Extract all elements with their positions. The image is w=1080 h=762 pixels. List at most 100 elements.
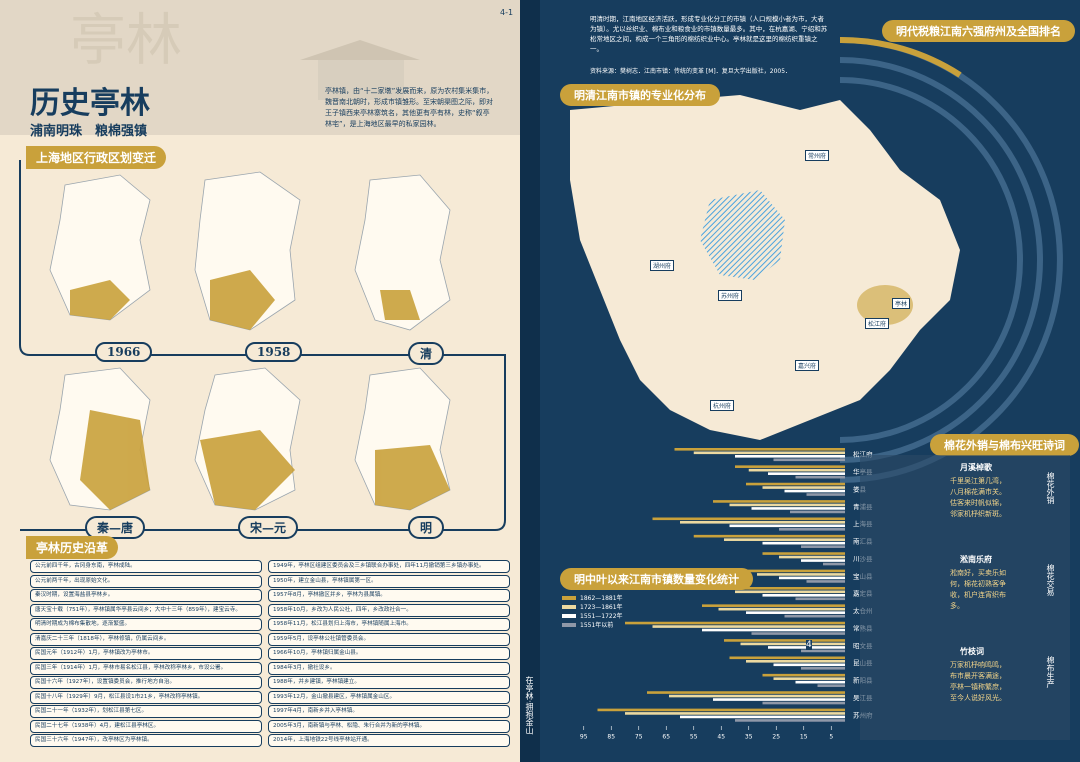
- pavilion-body: [318, 60, 404, 100]
- history-row: 唐天宝十载（751年），亭林镇属华亭县云间乡；大中十三年（859年），建宝云寺。: [30, 603, 262, 617]
- map-1966: [49, 174, 151, 321]
- x-tick-label: 55: [690, 734, 698, 741]
- map-label: 秦—唐: [85, 516, 146, 539]
- intro: 亭林镇，由“十二家墩”发展而来，原为农村集米集市，魏晋南北朝时，形成市镇雏形。至…: [325, 87, 494, 128]
- history-row: 民国三年（1914年）1月，亭林市易名松江县，亭林改称亭林乡，市设公署。: [30, 661, 262, 675]
- bar: [773, 677, 845, 680]
- bar: [718, 607, 845, 611]
- history-row: 1997年4月，南新乡并入亭林镇。: [268, 705, 510, 718]
- history-row: 民国二十一年（1932年），划松江县第七区。: [30, 705, 262, 718]
- x-tick-label: 95: [580, 734, 588, 741]
- bar: [746, 482, 845, 486]
- bar: [740, 642, 845, 646]
- bar: [702, 604, 845, 607]
- poem-section-title: 棉花外销与棉布兴旺诗词: [930, 434, 1079, 456]
- legend-label: 1862—1881年: [580, 595, 623, 602]
- arc: [839, 77, 1023, 443]
- header-photo: [0, 0, 520, 135]
- intro: 明清时期，江南地区经济活跃，形成专业化分工的市镇（人口规模小者为市，大者为镇）。…: [590, 15, 828, 53]
- poem-side: 棉布生产: [1046, 656, 1055, 688]
- bar: [801, 545, 845, 548]
- bar: [729, 524, 845, 528]
- history-row: 民国三十六年（1947年），改亭林区为亭林镇。: [30, 734, 262, 747]
- gutter: [520, 0, 540, 762]
- bar: [597, 708, 845, 712]
- bar: [757, 573, 845, 576]
- place-label: 亭林: [892, 298, 911, 309]
- area: [70, 280, 130, 320]
- map-qing: [354, 174, 451, 331]
- tinglin-highlight: [857, 285, 913, 325]
- place-label: 杭州府: [710, 400, 735, 411]
- pavilion: [300, 40, 420, 60]
- bar: [680, 521, 845, 524]
- bar: [768, 472, 845, 475]
- bar: [729, 656, 845, 660]
- bar: [693, 451, 845, 455]
- flow-line: [19, 160, 506, 531]
- bar: [718, 587, 845, 590]
- history-row: 公元前四千年，古冈身东南，亭林成陆。: [30, 560, 262, 573]
- history-row: 1966年10月，亭林镇归属金山县。: [268, 647, 510, 660]
- history-row: 民国十六年（1927年），设置镇委员会，推行地方自治。: [30, 676, 262, 689]
- history-row: 2005年3月，南新镇与亭林、松隐、朱行合并为新的亭林镇。: [268, 719, 510, 733]
- bar: [748, 468, 845, 472]
- bar: [795, 475, 845, 479]
- bar: [652, 517, 845, 521]
- history-row: 民国二十七年（1938年）4月，建松江县亭林区。: [30, 719, 262, 733]
- poem-side: 棉花交易: [1046, 564, 1055, 596]
- x-tick-label: 35: [745, 734, 753, 741]
- history-row: 1958年10月，乡改为人民公社，四年，乡改政社合一。: [268, 603, 510, 617]
- bar: [746, 611, 845, 614]
- page-title: 历史亭林: [30, 86, 150, 121]
- poem-text: 千里吴江第几湾，八月棉花满市关。估客来时帆似锦，邻家机杼织新斑。: [950, 477, 1006, 518]
- page-number: 4: [806, 640, 812, 650]
- legend-swatch: [562, 605, 576, 609]
- arc-highlight: [839, 36, 962, 78]
- page-subtitle: 浦南明珠 粮棉强镇: [30, 124, 148, 139]
- bar: [735, 455, 845, 458]
- bar: [762, 673, 845, 677]
- history-row: 民国十八年（1929年）9月，松江县设1市21乡，亭林改称亭林镇。: [30, 690, 262, 704]
- bar: [652, 625, 845, 628]
- poem-title: 淞南乐府: [960, 555, 992, 564]
- history-row: 公元前两千年，出现原始文化。: [30, 574, 262, 588]
- bar: [779, 555, 845, 559]
- poem-title: 竹枝词: [960, 647, 984, 656]
- bar: [746, 660, 845, 663]
- x-tick-label: 65: [662, 734, 670, 741]
- area: [200, 430, 295, 510]
- bar: [762, 552, 845, 555]
- bar: [801, 667, 845, 670]
- legend-label: 1723—1861年: [580, 604, 623, 611]
- x-tick-label: 45: [717, 734, 725, 741]
- section-title: 上海地区行政区划变迁: [26, 146, 167, 169]
- history-row: 1988年，并乡建镇，亭林镇建立。: [268, 676, 510, 689]
- bar: [762, 486, 845, 489]
- map-label: 1966: [95, 342, 153, 362]
- poem-text: 淞南好，买卖乐如何，棉花初熟客争收，机户连宵织布多。: [950, 569, 1006, 610]
- side-caption: 在亭林·拥抱金山: [525, 676, 534, 735]
- bar: [795, 680, 845, 684]
- bar: [669, 694, 845, 698]
- bar: [735, 719, 845, 722]
- bar: [795, 597, 845, 601]
- history-row: 明清时期成为棉布集散地，逐渐繁盛。: [30, 618, 262, 631]
- bar: [773, 663, 845, 667]
- bar: [817, 684, 845, 687]
- bar: [625, 621, 845, 625]
- history-row: 民国元年（1912年）1月，亭林镇改为亭林市。: [30, 647, 262, 660]
- bar: [762, 594, 845, 597]
- bar: [751, 507, 845, 510]
- section-title: 亭林历史沿革: [26, 536, 119, 559]
- bar: [729, 503, 845, 507]
- bar: [773, 458, 845, 462]
- map-label: 清: [408, 342, 445, 365]
- chart-title: 明中叶以来江南市镇数量变化统计: [560, 568, 753, 590]
- bar: [806, 580, 845, 583]
- area: [380, 290, 420, 320]
- bar: [724, 538, 845, 541]
- bar: [762, 701, 845, 705]
- bar: [735, 590, 845, 594]
- watermark: 亭林: [70, 9, 182, 74]
